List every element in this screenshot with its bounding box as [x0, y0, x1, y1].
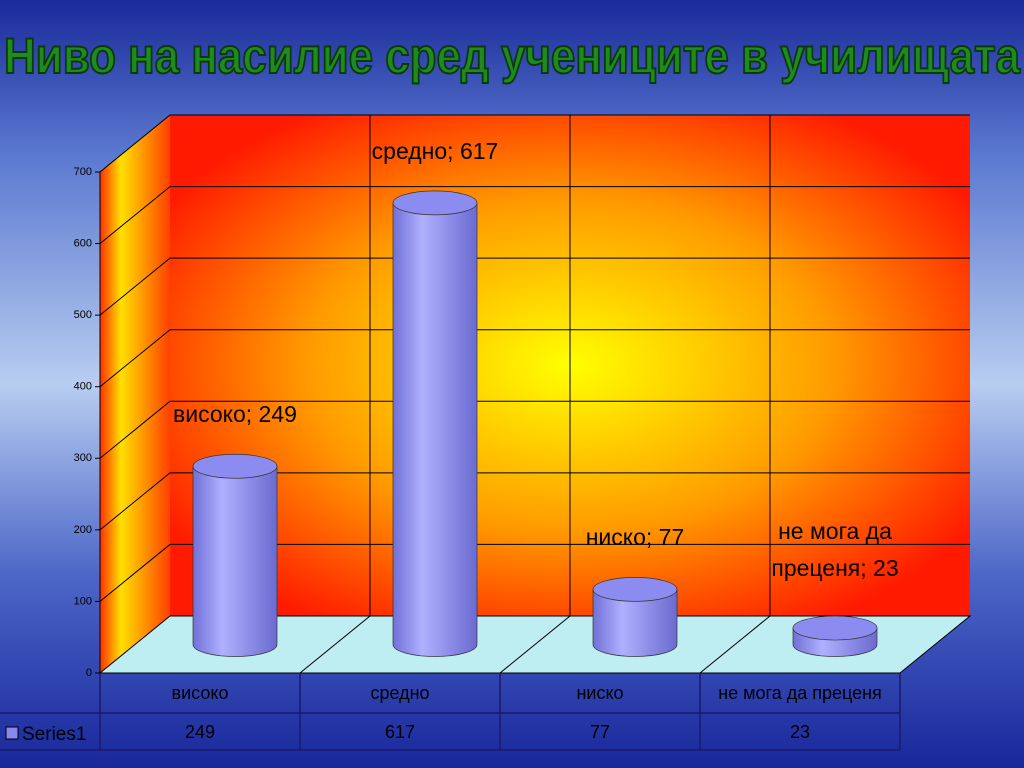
- cylinder-top: [392, 190, 478, 216]
- table-value: 617: [385, 722, 415, 742]
- category-dividers: [99, 115, 771, 680]
- y-tick-label: 700: [74, 166, 92, 178]
- table-category: ниско: [576, 683, 623, 703]
- cylinder-top: [792, 615, 878, 641]
- data-label: средно; 617: [371, 137, 499, 164]
- y-tick-label: 600: [74, 237, 92, 249]
- y-tick-label: 300: [74, 452, 92, 464]
- grid-line: [99, 472, 970, 531]
- cylinder-top: [192, 453, 278, 479]
- y-tick-label: 100: [74, 595, 92, 607]
- chart-title: Ниво на насилие сред учениците в училища…: [4, 28, 1021, 84]
- data-label-box: средно; 617: [371, 137, 499, 164]
- data-label: високо; 249: [173, 401, 297, 428]
- legend-key: [5, 726, 19, 740]
- data-label: ниско; 77: [585, 524, 685, 551]
- cylinder-top: [592, 577, 678, 602]
- y-tick-label: 0: [86, 667, 92, 679]
- grid-line: [99, 543, 970, 602]
- table-value: 23: [790, 722, 810, 742]
- table-category: високо: [172, 683, 229, 703]
- grid-line: [99, 186, 970, 244]
- y-tick-label: 500: [74, 309, 92, 321]
- grid-line: [99, 329, 970, 388]
- cylinder-body: [392, 202, 478, 657]
- legend-label: Series1: [22, 724, 86, 745]
- table-category: средно: [370, 683, 429, 703]
- table-category: не мога да преценя: [718, 683, 882, 703]
- cylinder-body: [192, 465, 278, 657]
- grid-line: [99, 400, 970, 459]
- table-value: 77: [590, 722, 610, 742]
- table-value: 249: [185, 722, 215, 742]
- data-table: [0, 673, 901, 751]
- grid-line: [99, 114, 970, 173]
- cylinder-body: [592, 589, 678, 657]
- y-tick-label: 400: [74, 381, 92, 393]
- data-label-box: не мога да преценя; 23: [771, 518, 899, 582]
- data-label-box: ниско; 77: [585, 524, 685, 551]
- side-wall: [100, 115, 170, 673]
- data-label: не мога да преценя; 23: [771, 518, 899, 582]
- y-tick-label: 200: [74, 524, 92, 536]
- data-label-box: високо; 249: [173, 401, 297, 428]
- grid-line: [99, 257, 970, 316]
